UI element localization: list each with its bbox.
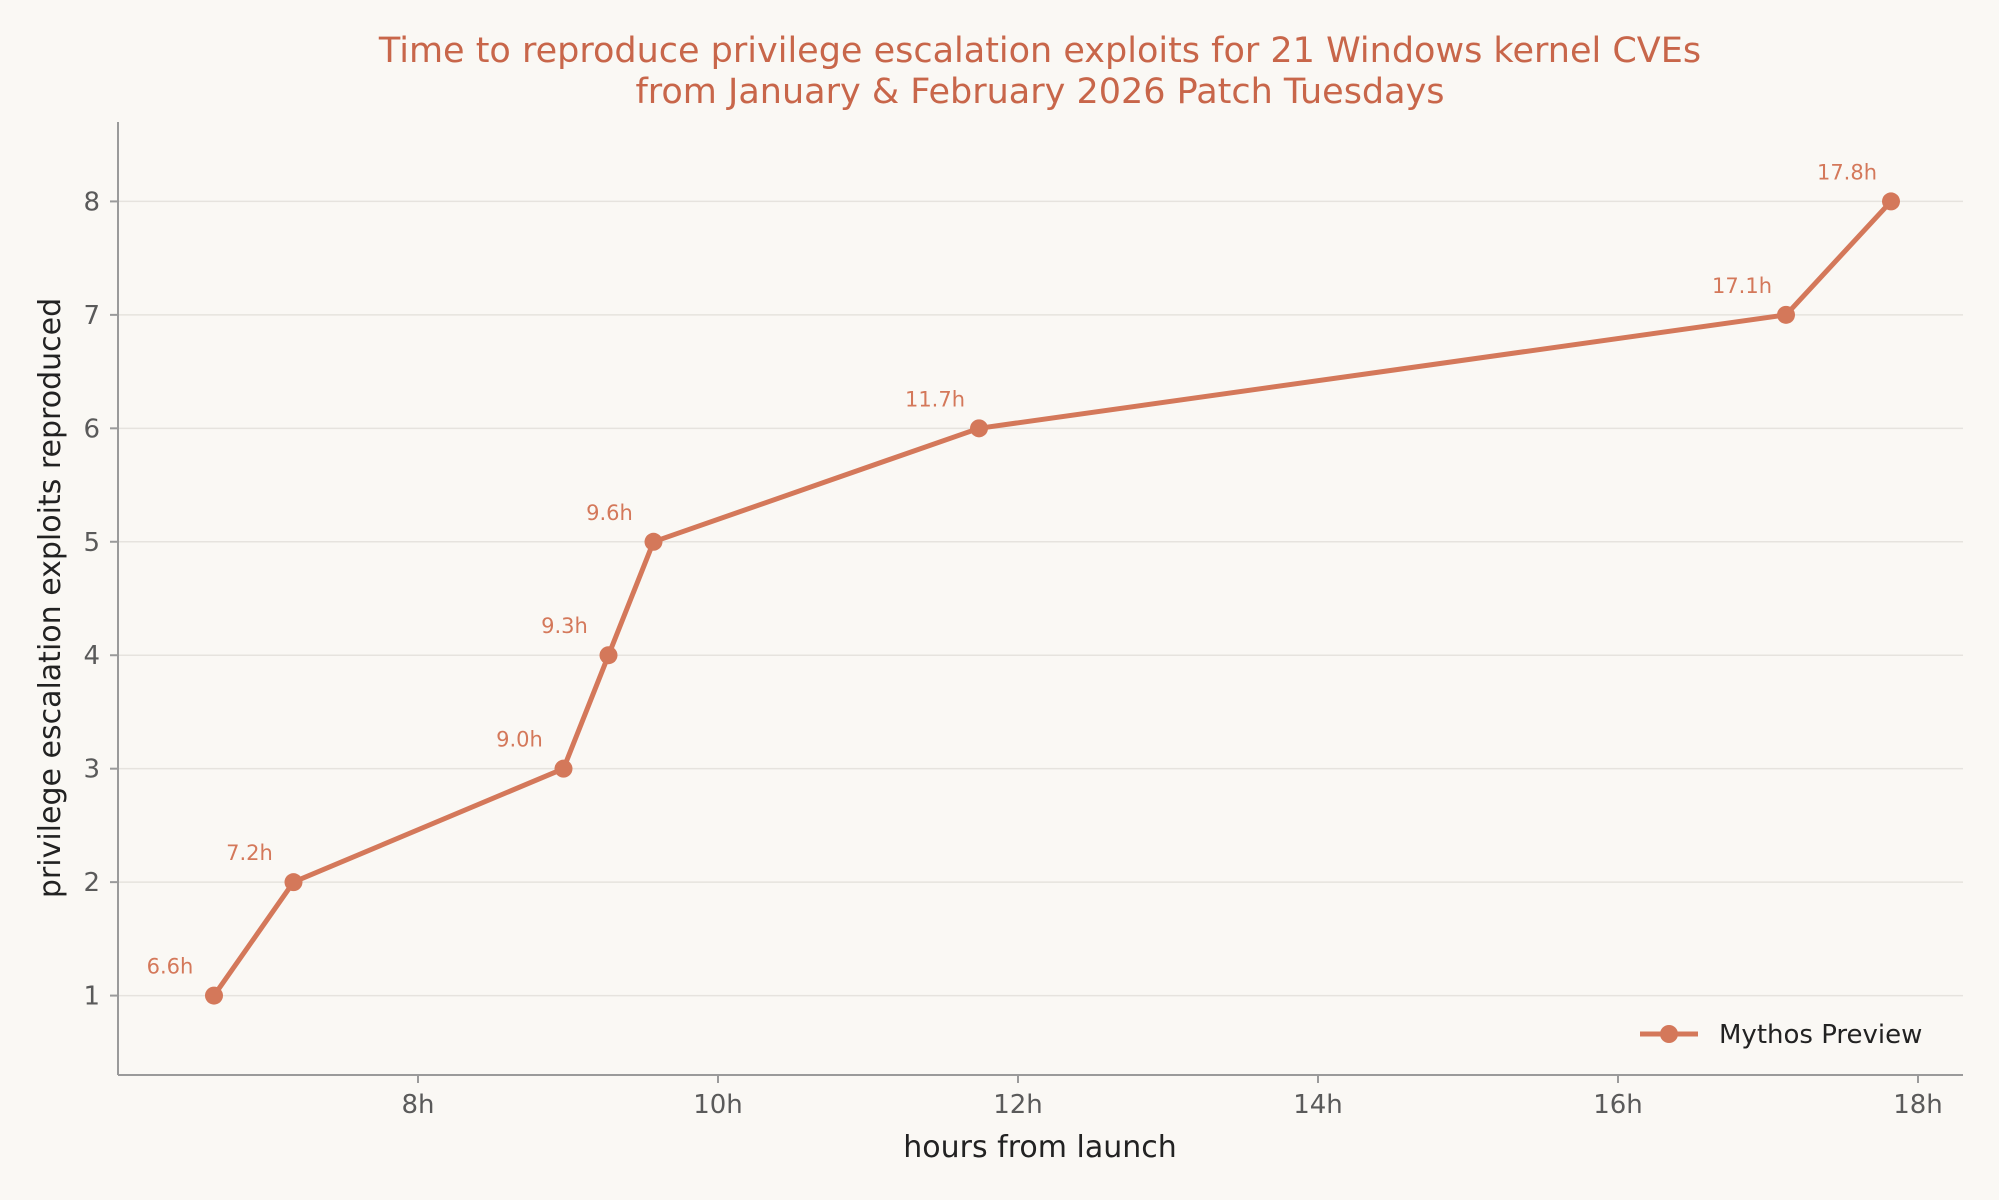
data-label-7: 17.8h [1817,160,1877,184]
chart-subtitle: from January & February 2026 Patch Tuesd… [635,72,1444,112]
data-point-6 [1777,305,1795,324]
y-tick-label-3: 3 [83,755,100,785]
data-point-3 [599,646,618,665]
data-label-4: 9.6h [586,501,633,525]
y-tick-label-6: 6 [83,414,100,444]
series-layer: 6.6h 7.2h 9.0h 9.3h 9.6h 11.7h 17.1h 17.8h [147,160,1900,1005]
series-line-0 [211,198,1894,999]
data-label-2: 9.0h [496,728,543,752]
data-label-3: 9.3h [541,614,588,638]
data-point-2 [554,759,573,778]
data-point-7 [1882,192,1900,211]
data-point-4 [644,532,663,551]
x-tick-label-8: 8h [401,1090,434,1120]
legend-marker-swatch [1660,1025,1678,1043]
data-label-6: 17.1h [1712,274,1772,298]
y-axis-label: privilege escalation exploits reproduced [33,298,68,898]
data-point-5 [970,419,988,438]
x-axis-ticks: 8h 10h 12h 14h 16h 18h [401,1075,1943,1120]
y-tick-label-4: 4 [83,641,100,671]
data-label-1: 7.2h [226,841,273,865]
chart-title: Time to reproduce privilege escalation e… [378,31,1701,71]
data-point-0 [205,986,223,1005]
y-tick-label-5: 5 [83,528,100,558]
y-tick-label-7: 7 [83,301,100,331]
data-label-0: 6.6h [147,955,194,979]
data-point-1 [284,873,303,892]
x-tick-label-12: 12h [993,1090,1043,1120]
y-tick-label-1: 1 [83,982,100,1012]
x-tick-label-14: 14h [1293,1090,1343,1120]
legend-entry-label: Mythos Preview [1719,1020,1922,1050]
x-tick-label-16: 16h [1593,1090,1643,1120]
legend: Mythos Preview [1640,1020,1922,1050]
data-label-5: 11.7h [905,387,965,411]
y-tick-label-2: 2 [83,868,100,898]
y-axis-ticks: 1 2 3 4 5 6 7 8 [83,187,118,1012]
y-tick-label-8: 8 [83,187,100,217]
x-tick-label-10: 10h [693,1090,743,1120]
x-axis-label: hours from launch [903,1130,1177,1165]
x-tick-label-18: 18h [1893,1090,1943,1120]
gridlines [118,200,1963,997]
